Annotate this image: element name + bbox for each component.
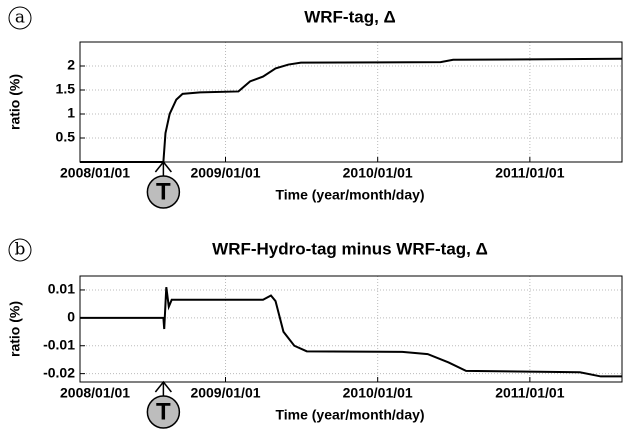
x-tick-label: 2010/01/01 — [343, 165, 413, 181]
plot-frame — [79, 275, 623, 383]
x-tick-label: 2008/01/01 — [60, 385, 130, 401]
plot-frame — [79, 41, 623, 163]
x-tick-label: 2008/01/01 — [60, 165, 130, 181]
x-tick-label: 2009/01/01 — [190, 385, 260, 401]
data-line — [80, 57, 623, 163]
y-axis-label: ratio (%) — [7, 301, 23, 357]
panel-label: a — [15, 8, 25, 28]
y-tick-label: -0.01 — [43, 336, 75, 352]
marker-label: T — [156, 398, 171, 425]
x-tick-label: 2011/01/01 — [495, 385, 565, 401]
x-tick-label: 2010/01/01 — [343, 385, 413, 401]
y-tick-label: 1.5 — [56, 81, 76, 97]
panel-label-circle — [8, 6, 32, 30]
chart-title: WRF-tag, Δ — [304, 7, 396, 26]
y-tick-label: -0.02 — [43, 364, 75, 380]
marker-arrow — [154, 380, 172, 393]
y-tick-label: 0 — [67, 309, 75, 325]
data-line — [80, 287, 622, 378]
marker-circle — [146, 395, 181, 429]
x-tick-label: 2011/01/01 — [495, 165, 565, 181]
panel-label: b — [15, 240, 26, 260]
y-axis-label: ratio (%) — [7, 74, 23, 130]
marker-circle — [146, 175, 181, 209]
x-axis-label: Time (year/month/day) — [275, 407, 424, 423]
chart-title: WRF-Hydro-tag minus WRF-tag, Δ — [212, 239, 488, 258]
marker-arrow — [154, 160, 172, 173]
y-tick-label: 2 — [67, 57, 75, 73]
panel-label-circle — [8, 238, 32, 262]
marker-label: T — [156, 178, 171, 205]
y-tick-label: 0.5 — [56, 129, 76, 145]
y-tick-label: 1 — [67, 105, 75, 121]
x-tick-label: 2009/01/01 — [190, 165, 260, 181]
x-axis-label: Time (year/month/day) — [275, 187, 424, 203]
y-tick-label: 0.01 — [48, 281, 75, 297]
